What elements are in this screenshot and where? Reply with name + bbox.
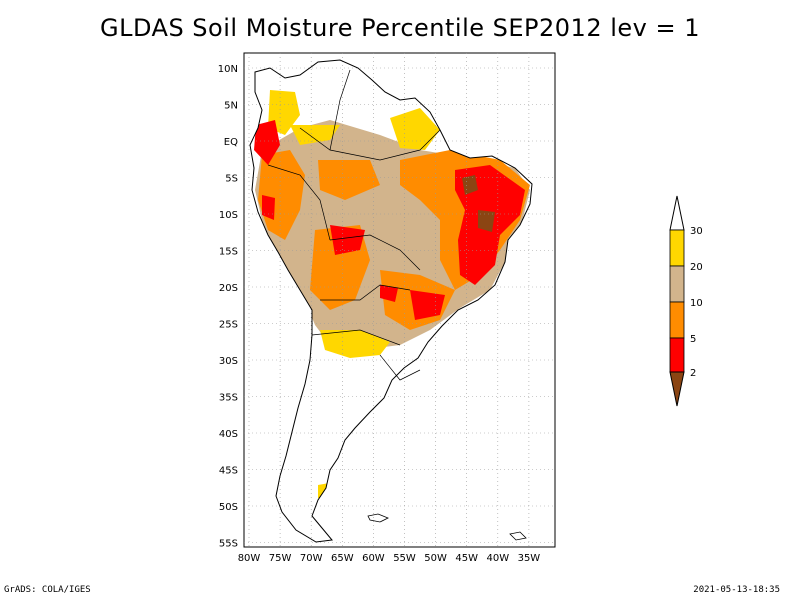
yellow-region: [268, 90, 300, 135]
colorbar-segment: [669, 301, 685, 339]
colorbar-label: 2: [690, 368, 696, 379]
lat-tick-label: 45S: [219, 466, 238, 477]
red-region: [410, 290, 445, 320]
lon-tick-label: 60W: [362, 553, 385, 564]
colorbar-label: 20: [690, 262, 703, 273]
lon-tick-label: 65W: [331, 553, 354, 564]
lon-tick-label: 35W: [518, 553, 541, 564]
lat-tick-label: 5S: [225, 174, 238, 185]
country-borders: [267, 69, 441, 381]
colorbar-label: 5: [690, 334, 696, 345]
red-region: [262, 195, 275, 220]
colorbar-bottom-triangle: [669, 371, 685, 407]
lat-tick-label: 35S: [219, 393, 238, 404]
longitude-ticks: 80W 75W 70W 65W 60W 55W 50W 45W 40W 35W: [238, 553, 541, 564]
colorbar: 30 20 10 5 2: [669, 195, 703, 407]
red-region: [380, 285, 398, 302]
grads-credit: GrADS: COLA/IGES: [4, 585, 91, 595]
lat-tick-label: 15S: [219, 247, 238, 258]
lat-tick-label: 10S: [219, 210, 238, 221]
colorbar-segment: [669, 337, 685, 373]
lat-tick-label: 20S: [219, 283, 238, 294]
yellow-region: [390, 108, 440, 150]
lat-tick-label: 10N: [218, 64, 238, 75]
lon-tick-label: 50W: [424, 553, 447, 564]
map-title: GLDAS Soil Moisture Percentile SEP2012 l…: [100, 14, 700, 42]
colorbar-label: 10: [690, 298, 703, 309]
brown-region: [462, 175, 478, 195]
lat-tick-label: 40S: [219, 429, 238, 440]
lat-tick-label: 30S: [219, 356, 238, 367]
lat-tick-label: 55S: [219, 539, 238, 550]
brown-region: [478, 210, 495, 232]
lon-tick-label: 80W: [238, 553, 261, 564]
yellow-region: [320, 330, 390, 358]
lat-tick-label: 25S: [219, 320, 238, 331]
lon-tick-label: 75W: [269, 553, 292, 564]
lat-tick-label: 5N: [224, 101, 238, 112]
lon-tick-label: 40W: [486, 553, 509, 564]
lon-tick-label: 45W: [455, 553, 478, 564]
colorbar-segment: [669, 265, 685, 303]
colorbar-top-triangle: [669, 195, 685, 231]
lat-tick-label: EQ: [224, 137, 238, 148]
islands: [367, 513, 527, 541]
lon-tick-label: 55W: [393, 553, 416, 564]
latitude-ticks: 10N 5N EQ 5S 10S 15S 20S 25S 30S 35S 40S 45S 50S 55S: [218, 64, 238, 550]
timestamp: 2021-05-13-18:35: [693, 585, 780, 595]
red-region: [330, 225, 365, 255]
lon-tick-label: 70W: [300, 553, 323, 564]
orange-region: [318, 160, 380, 200]
red-region: [254, 120, 280, 165]
colorbar-segment: [669, 229, 685, 267]
lat-tick-label: 50S: [219, 502, 238, 513]
colorbar-label: 30: [690, 226, 703, 237]
